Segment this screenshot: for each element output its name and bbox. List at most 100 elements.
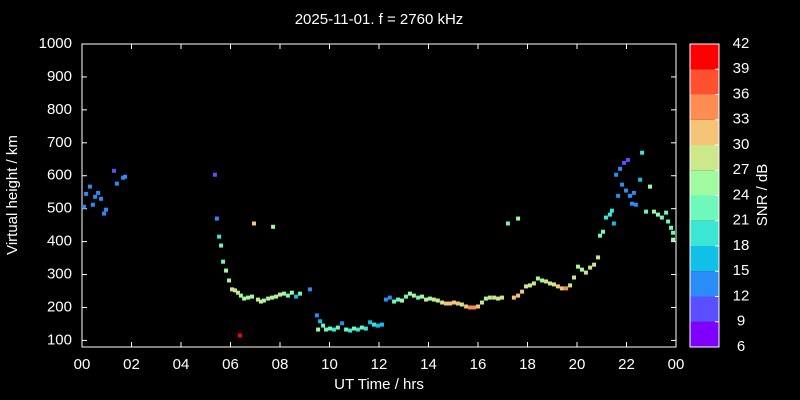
y-tick-label: 100 (47, 331, 72, 348)
colorbar-bin (690, 44, 719, 70)
data-point (544, 279, 549, 284)
data-point (407, 291, 412, 296)
data-point (316, 327, 321, 332)
data-point (224, 268, 229, 273)
data-point (640, 150, 645, 155)
data-point (387, 295, 392, 300)
data-point (659, 215, 664, 220)
data-point (638, 177, 643, 182)
data-point (500, 295, 505, 300)
data-point (424, 297, 429, 302)
data-point (372, 322, 377, 327)
data-point (609, 208, 614, 213)
data-point (664, 210, 669, 215)
data-point (298, 291, 303, 296)
colorbar-tick-label: 39 (733, 60, 750, 77)
colorbar-bin (690, 119, 719, 145)
data-point (669, 225, 674, 230)
data-point (603, 215, 608, 220)
data-point (246, 295, 251, 300)
colorbar-tick-label: 15 (733, 262, 750, 279)
data-point (235, 290, 240, 295)
data-point (455, 301, 460, 306)
data-point (496, 296, 501, 301)
y-tick-label: 200 (47, 298, 72, 315)
x-tick-label: 20 (569, 356, 586, 373)
data-point (271, 224, 276, 229)
colorbar-bin (690, 296, 719, 322)
data-point (483, 296, 488, 301)
data-point (331, 327, 336, 332)
data-point (324, 327, 329, 332)
colorbar-tick-label: 27 (733, 161, 750, 178)
data-point (559, 286, 564, 291)
colorbar-bin (690, 170, 719, 196)
x-tick-label: 16 (470, 356, 487, 373)
data-point (440, 300, 445, 305)
data-point (527, 283, 532, 288)
data-point (400, 298, 405, 303)
x-tick-label: 08 (272, 356, 289, 373)
data-point (624, 188, 629, 193)
data-point (616, 193, 621, 198)
colorbar-bin (690, 321, 719, 347)
data-point (258, 299, 263, 304)
x-tick-label: 02 (123, 356, 140, 373)
data-point (321, 323, 326, 328)
colorbar-tick-label: 12 (733, 287, 750, 304)
data-point (238, 293, 243, 298)
data-point (431, 297, 436, 302)
data-point (81, 204, 86, 209)
data-point (472, 305, 477, 310)
data-point (540, 278, 545, 283)
data-point (655, 212, 660, 217)
data-point (548, 281, 553, 286)
data-point (237, 333, 242, 338)
x-tick-label: 06 (222, 356, 239, 373)
data-point (87, 184, 92, 189)
data-point (355, 327, 360, 332)
data-point (583, 270, 588, 275)
data-point (411, 293, 416, 298)
chart-title: 2025-11-01. f = 2760 kHz (295, 11, 464, 28)
data-point (379, 322, 384, 327)
data-point (588, 265, 593, 270)
data-point (644, 209, 649, 214)
data-point (274, 294, 279, 299)
data-point (505, 221, 510, 226)
colorbar-bin (690, 271, 719, 297)
colorbar-bin (690, 195, 719, 221)
data-point (376, 323, 381, 328)
data-point (444, 301, 449, 306)
y-tick-label: 400 (47, 233, 72, 250)
data-point (344, 327, 349, 332)
x-axis-label: UT Time / hrs (334, 376, 424, 393)
colorbar-tick-label: 6 (737, 338, 745, 355)
data-point (392, 299, 397, 304)
data-point (104, 207, 109, 212)
colorbar-tick-label: 18 (733, 237, 750, 254)
data-point (666, 219, 671, 224)
colorbar-label: SNR / dB (754, 164, 771, 227)
data-point (620, 182, 625, 187)
data-point (352, 326, 357, 331)
data-point (416, 295, 421, 300)
y-tick-label: 500 (47, 200, 72, 217)
data-point (307, 287, 312, 292)
data-point (219, 243, 224, 248)
data-point (383, 297, 388, 302)
data-point (214, 216, 219, 221)
data-point (348, 328, 353, 333)
data-point (487, 295, 492, 300)
data-point (289, 290, 294, 295)
data-point (551, 282, 556, 287)
data-point (648, 184, 653, 189)
x-tick-label: 12 (371, 356, 388, 373)
y-tick-label: 300 (47, 266, 72, 283)
colorbar-tick-label: 42 (733, 35, 750, 52)
colorbar-tick-label: 9 (737, 313, 745, 330)
data-point (448, 301, 453, 306)
data-point (255, 297, 260, 302)
data-point (598, 233, 603, 238)
